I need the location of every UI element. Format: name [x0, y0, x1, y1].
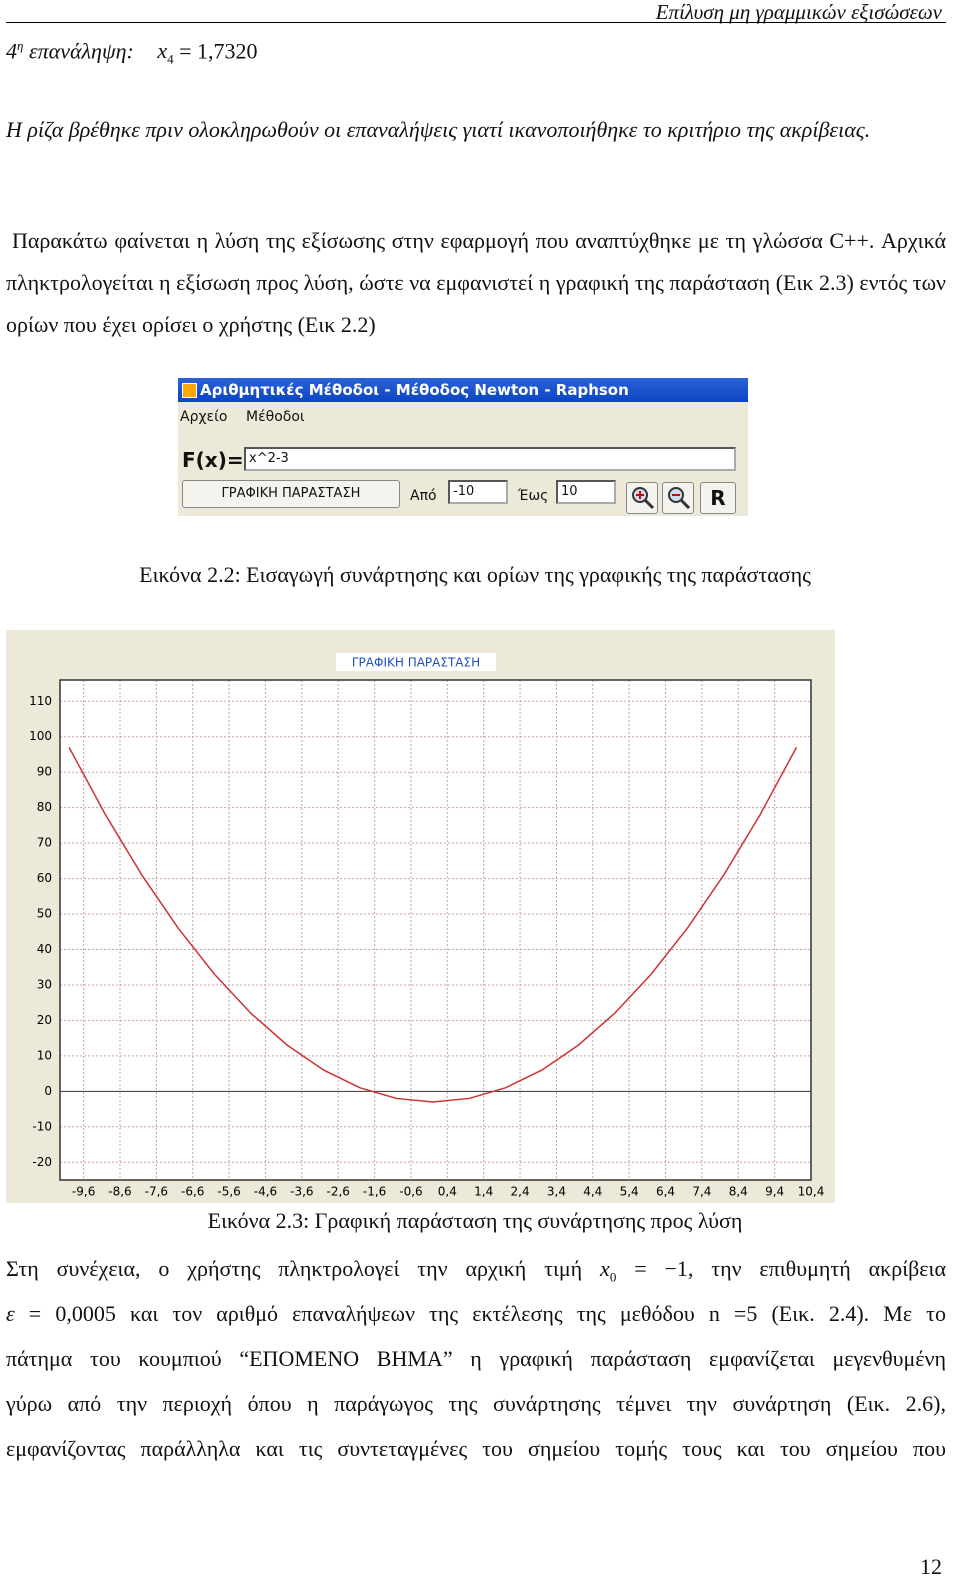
y-tick-label: 40 — [37, 942, 52, 956]
plot-area — [60, 680, 811, 1180]
x-tick-label: 1,4 — [474, 1185, 493, 1199]
window-title: Αριθμητικές Μέθοδοι - Μέθοδος Newton - R… — [200, 381, 629, 399]
y-tick-label: 100 — [29, 729, 52, 743]
iteration-label: επανάληψη: — [28, 38, 134, 64]
text: , την επιθυμητή ακρίβεια — [687, 1256, 946, 1281]
sub: 4 — [167, 51, 174, 67]
x-tick-label: 9,4 — [765, 1185, 784, 1199]
iteration: 4η επανάληψη: x4 = 1,7320 — [6, 38, 258, 68]
fx-label: F(x)= — [182, 448, 244, 472]
var: x — [157, 38, 168, 64]
text: και τον αριθμό επαναλήψεων της εκτέλεσης… — [129, 1301, 947, 1326]
x-tick-label: 3,4 — [547, 1185, 566, 1199]
x-tick-label: 5,4 — [620, 1185, 639, 1199]
text-line: Στη συνέχεια, ο χρήστης πληκτρολογεί την… — [6, 1253, 946, 1293]
y-tick-label: -20 — [32, 1155, 52, 1169]
menu-item[interactable]: Μέθοδοι — [246, 409, 305, 425]
x-tick-label: -9,6 — [72, 1185, 95, 1199]
text-line: γύρω από την περιοχή όπου η παράγωγος τη… — [6, 1391, 946, 1416]
x-tick-label: 7,4 — [692, 1185, 711, 1199]
math-eq: = 0,0005 — [28, 1301, 116, 1326]
x-tick-label: -1,6 — [363, 1185, 386, 1199]
x-tick-label: -8,6 — [108, 1185, 131, 1199]
from-label: Από — [410, 488, 437, 504]
equation: = 1,7320 — [179, 38, 258, 64]
figure-caption: Εικόνα 2.2: Εισαγωγή συνάρτησης και ορίω… — [139, 562, 811, 587]
menu-item[interactable]: Αρχείο — [180, 409, 228, 425]
chart-title: ΓΡΑΦΙΚΗ ΠΑΡΑΣΤΑΣΗ — [352, 656, 480, 670]
y-tick-label: 90 — [37, 765, 52, 779]
math-var: x — [600, 1256, 610, 1281]
x-tick-label: -6,6 — [181, 1185, 204, 1199]
x-tick-label: -2,6 — [327, 1185, 350, 1199]
x-tick-label: -5,6 — [217, 1185, 240, 1199]
to-label: Έως — [518, 488, 549, 504]
y-tick-label: 110 — [29, 694, 52, 708]
figure-caption: Εικόνα 2.3: Γραφική παράσταση της συνάρτ… — [207, 1208, 743, 1233]
y-tick-label: -10 — [32, 1119, 52, 1133]
y-tick-label: 80 — [37, 800, 52, 814]
zoom-in-button[interactable] — [626, 482, 658, 514]
y-tick-label: 50 — [37, 907, 52, 921]
x-tick-label: 8,4 — [729, 1185, 748, 1199]
app-window: Αριθμητικές Μέθοδοι - Μέθοδος Newton - R… — [178, 378, 748, 516]
x-tick-label: 10,4 — [798, 1185, 825, 1199]
y-tick-label: 20 — [37, 1013, 52, 1027]
title-bar: Αριθμητικές Μέθοδοι - Μέθοδος Newton - R… — [178, 378, 748, 402]
x-tick-label: -4,6 — [254, 1185, 277, 1199]
text: Στη συνέχεια, ο χρήστης πληκτρολογεί την… — [6, 1256, 583, 1281]
app-icon — [182, 383, 197, 398]
text-line: εμφανίζοντας παράλληλα και τις συντεταγμ… — [6, 1436, 946, 1461]
plot-button[interactable]: ΓΡΑΦΙΚΗ ΠΑΡΑΣΤΑΣΗ — [182, 480, 400, 508]
text-line: ε = 0,0005 και τον αριθμό επαναλήψεων τη… — [6, 1298, 946, 1330]
header-title: Επίλυση μη γραμμικών εξισώσεων — [655, 0, 942, 24]
x-tick-label: 4,4 — [583, 1185, 602, 1199]
chart-title-box — [336, 653, 496, 671]
zoom-out-button[interactable] — [662, 482, 694, 514]
y-tick-label: 60 — [37, 871, 52, 885]
x-tick-label: -7,6 — [145, 1185, 168, 1199]
x-tick-label: 6,4 — [656, 1185, 675, 1199]
paragraph: Παρακάτω φαίνεται η λύση της εξίσωσης στ… — [6, 228, 946, 337]
curve — [68, 747, 798, 1103]
x-tick-label: 0,4 — [438, 1185, 457, 1199]
zoom-out-icon — [668, 487, 691, 510]
reset-button[interactable]: R — [700, 482, 736, 514]
x-tick-label: 2,4 — [511, 1185, 530, 1199]
page-number: 12 — [920, 1554, 942, 1579]
from-input[interactable]: -10 — [448, 480, 508, 504]
math-sub: 0 — [609, 1269, 617, 1285]
header-rule — [6, 22, 946, 23]
fx-input[interactable]: x^2-3 — [244, 447, 736, 471]
chart: ΓΡΑΦΙΚΗ ΠΑΡΑΣΤΑΣΗ -20 -10 0 10 20 30 40 50 60 70 8… — [6, 630, 835, 1203]
ordinal-sup: η — [17, 38, 24, 53]
y-tick-label: 70 — [37, 836, 52, 850]
text-line: πάτημα του κουμπιού “ΕΠΟΜΕΝΟ ΒΗΜΑ” η γρα… — [6, 1346, 946, 1371]
y-tick-label: 0 — [44, 1084, 52, 1098]
paragraph: Η ρίζα βρέθηκε πριν ολοκληρωθούν οι επαν… — [6, 117, 871, 142]
y-tick-label: 30 — [37, 977, 52, 991]
to-input[interactable]: 10 — [556, 480, 616, 504]
math-eq: = −1 — [634, 1256, 688, 1281]
x-tick-label: -3,6 — [290, 1185, 313, 1199]
ordinal: 4 — [6, 38, 17, 64]
plot-border — [59, 679, 812, 1181]
math-var: ε — [6, 1301, 15, 1326]
zoom-in-icon — [632, 487, 655, 510]
x-tick-label: -0,6 — [399, 1185, 422, 1199]
y-tick-label: 10 — [37, 1048, 52, 1062]
